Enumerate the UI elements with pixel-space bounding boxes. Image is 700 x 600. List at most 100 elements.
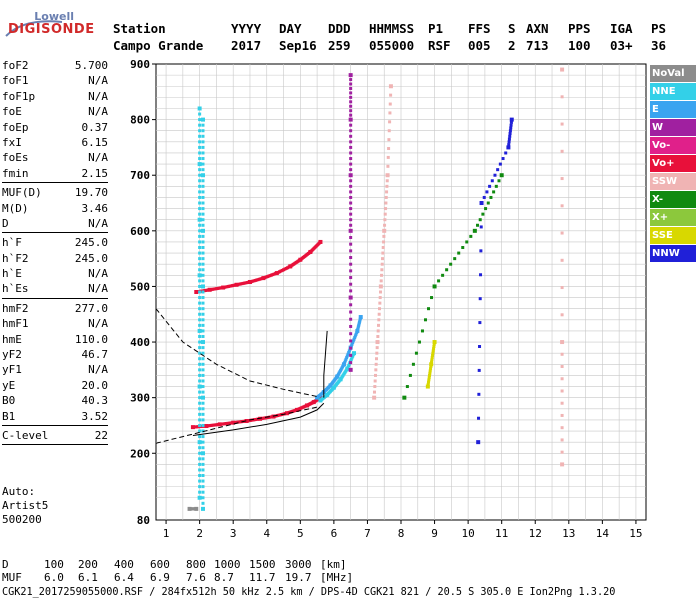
data-point	[385, 184, 389, 188]
data-point	[374, 362, 378, 366]
muf-value: 7.6	[186, 571, 206, 584]
data-point	[198, 407, 202, 411]
data-point	[351, 341, 355, 345]
data-point	[349, 282, 353, 286]
data-point	[201, 262, 205, 266]
data-point	[201, 140, 205, 144]
header-value: Sep16	[279, 38, 317, 53]
data-point	[197, 273, 202, 278]
data-point	[497, 179, 501, 183]
data-point	[201, 457, 205, 461]
data-point	[431, 349, 435, 353]
data-point	[428, 371, 432, 375]
param-name: foE	[2, 105, 22, 119]
data-point	[349, 324, 353, 328]
data-point	[349, 359, 353, 363]
data-point	[201, 490, 205, 494]
data-point	[498, 162, 502, 166]
data-point	[560, 286, 564, 290]
data-point	[198, 479, 202, 483]
data-point	[348, 117, 353, 122]
data-point	[477, 392, 481, 396]
data-point	[375, 351, 379, 355]
data-point	[560, 122, 564, 126]
data-series	[194, 239, 323, 294]
profile-line	[155, 308, 318, 398]
data-point	[294, 408, 298, 412]
data-point	[490, 179, 494, 183]
data-point	[201, 296, 205, 300]
data-point	[387, 129, 391, 133]
data-point	[201, 418, 205, 422]
data-point	[373, 373, 377, 377]
param-row: h`F 245.0	[2, 235, 108, 250]
legend-entry: X-	[650, 191, 696, 208]
data-point	[201, 157, 205, 161]
x-tick-label: 2	[196, 527, 203, 540]
data-point	[504, 151, 508, 155]
data-point	[387, 138, 391, 142]
data-point	[508, 129, 512, 133]
data-point	[343, 359, 347, 363]
data-point	[430, 360, 434, 364]
header-label: P1	[428, 21, 444, 36]
y-tick-label: 500	[130, 280, 150, 293]
data-point	[347, 351, 351, 355]
data-point	[198, 123, 202, 127]
data-series	[187, 506, 199, 511]
data-point	[349, 168, 353, 172]
muf-label: MUF	[2, 571, 22, 584]
data-point	[198, 312, 202, 316]
data-point	[402, 395, 407, 400]
data-series	[197, 106, 202, 500]
header-label: PS	[651, 21, 667, 36]
param-name: M(D)	[2, 201, 29, 215]
data-point	[349, 123, 353, 127]
data-point	[351, 354, 355, 358]
param-row: C-level 22	[2, 428, 108, 443]
data-point	[201, 362, 205, 366]
x-tick-label: 7	[364, 527, 371, 540]
data-series	[560, 67, 565, 467]
data-point	[198, 251, 202, 255]
auto-label: Auto:	[2, 485, 36, 498]
data-point	[198, 279, 202, 283]
data-point	[374, 368, 378, 372]
param-value: N/A	[88, 151, 108, 165]
auto-method: Artist5	[2, 499, 49, 512]
legend-entry: NNE	[650, 83, 696, 100]
data-point	[560, 401, 564, 405]
data-point	[201, 195, 205, 199]
data-point	[432, 347, 436, 351]
data-point	[375, 346, 379, 350]
data-point	[384, 207, 388, 211]
param-value: 19.70	[74, 186, 108, 200]
legend-entry: SSE	[650, 227, 696, 244]
param-value: 0.37	[81, 120, 109, 134]
param-name: h`F2	[2, 251, 29, 265]
param-value: 245.0	[74, 236, 108, 250]
header-label: FFS	[468, 21, 491, 36]
param-value: 20.0	[81, 378, 109, 392]
data-point	[348, 295, 353, 300]
data-point	[478, 344, 482, 348]
data-point	[198, 418, 202, 422]
data-point	[382, 234, 386, 238]
data-point	[349, 276, 353, 280]
data-point	[198, 246, 202, 250]
data-point	[352, 337, 356, 341]
distance-value: 200	[78, 558, 98, 571]
data-point	[198, 129, 202, 133]
data-point	[198, 323, 202, 327]
param-divider	[2, 424, 108, 426]
param-row: hmE 110.0	[2, 332, 108, 347]
data-point	[347, 349, 351, 353]
data-point	[206, 288, 210, 292]
data-point	[201, 212, 205, 216]
data-point	[479, 201, 484, 206]
data-point	[198, 145, 202, 149]
data-point	[197, 384, 202, 389]
data-point	[388, 111, 392, 115]
data-point	[349, 140, 353, 144]
data-point	[200, 395, 205, 400]
